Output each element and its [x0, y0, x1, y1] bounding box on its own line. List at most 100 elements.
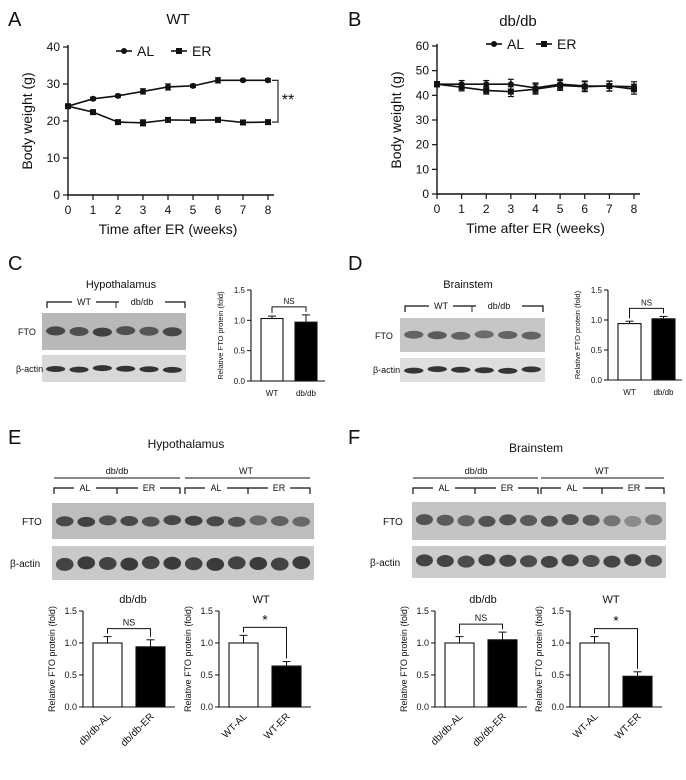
blot-band: [451, 331, 471, 340]
y-tick-label: 0.5: [200, 670, 213, 680]
blot-band: [292, 556, 311, 570]
y-tick-label: 10: [47, 151, 61, 165]
blot-band: [561, 554, 579, 567]
blot-band: [98, 557, 117, 570]
panel-e-band-fto: FTO: [22, 517, 42, 528]
y-tick-label: 1.5: [234, 286, 246, 295]
significance-marker: *: [262, 611, 268, 627]
x-tick-label: 2: [115, 203, 122, 217]
y-tick-label: 0.0: [234, 377, 246, 386]
panel-c-band-fto: FTO: [18, 327, 36, 337]
panel-e-sub-al-1: AL: [79, 483, 90, 493]
blot-band: [645, 554, 663, 567]
panel-letter-c: C: [8, 253, 22, 275]
x-tick-label: db/db: [653, 388, 674, 397]
bar-wt-al: [579, 642, 610, 708]
x-tick-label: WT-AL: [220, 711, 250, 741]
blot-band: [163, 515, 182, 526]
panel-d-band-fto: FTO: [375, 331, 393, 341]
blot-band: [451, 366, 471, 373]
bar-db-db-al: [92, 642, 123, 708]
y-tick-label: 40: [416, 88, 430, 102]
x-tick-label: 7: [240, 203, 247, 217]
panel-f-sub-er-2: ER: [628, 483, 641, 493]
bar-chart-f2: 0.0 0.5 1.0 1.5 Relative FTO protein (fold) W…: [534, 606, 662, 742]
bar-db-db-er: [135, 646, 166, 708]
y-tick-label: 0.0: [551, 702, 564, 712]
blot-band: [427, 366, 447, 373]
legend-marker: [121, 48, 127, 54]
y-tick-label: 0: [422, 187, 429, 201]
blot-band: [162, 366, 182, 373]
y-axis-label: Relative FTO protein (fold): [399, 606, 409, 712]
data-point-er: [90, 109, 96, 116]
panel-letter-f: F: [348, 427, 360, 449]
blot-band: [98, 515, 117, 526]
panel-letter-b: B: [348, 9, 361, 31]
panel-c-group-wt: WT: [77, 297, 91, 307]
blot-band: [624, 554, 642, 567]
panel-c-tissue: Hypothalamus: [86, 279, 157, 291]
blot-band: [55, 516, 74, 527]
panel-e-group-wt: WT: [239, 466, 253, 476]
data-point-er: [483, 87, 490, 94]
y-tick-label: 0.5: [416, 670, 429, 680]
blot-band: [55, 557, 74, 571]
x-tick-label: 5: [190, 203, 197, 217]
blot-band: [499, 554, 517, 567]
line-chart-a: 0 1 2 3 4 5 6 7 8 0 10 20 30 40 Time after ER (weeks) B…: [19, 40, 294, 237]
y-tick-label: 1.5: [200, 606, 213, 616]
y-axis-label: Relative FTO protein (fold): [183, 606, 193, 712]
significance-bracket: [629, 307, 664, 319]
x-axis-label: Time after ER (weeks): [466, 220, 605, 236]
panel-c-group-dbdb: db/db: [131, 297, 154, 307]
y-tick-label: 1.0: [591, 316, 603, 325]
blot-band: [69, 327, 89, 336]
data-point-er: [507, 88, 514, 95]
blot-band: [457, 515, 475, 527]
panel-f-group-wt: WT: [595, 466, 609, 476]
x-tick-label: db/db: [296, 389, 317, 398]
panel-letter-a: A: [8, 9, 22, 31]
data-point-er: [190, 117, 196, 124]
panel-d-group-wt: WT: [434, 301, 448, 311]
bar-wt-al: [228, 642, 259, 708]
x-tick-label: 1: [90, 203, 97, 217]
blot-band: [227, 556, 246, 570]
x-tick-label: 0: [65, 203, 72, 217]
bar-db-db-al: [444, 642, 475, 708]
y-tick-label: 1.0: [64, 638, 77, 648]
x-tick-label: 6: [215, 203, 222, 217]
y-tick-label: 0.0: [591, 376, 603, 385]
x-tick-label: db/db-AL: [429, 711, 466, 748]
y-tick-label: 0.5: [591, 346, 603, 355]
blot-band: [92, 327, 112, 337]
panel-e-chart2-title: WT: [252, 594, 269, 606]
legend-label-er: ER: [192, 43, 211, 59]
y-tick-label: 0.5: [64, 670, 77, 680]
data-point-er: [606, 82, 613, 89]
significance-marker: *: [613, 613, 619, 629]
blot-band: [404, 330, 424, 339]
data-point-er: [215, 116, 221, 123]
blot-band: [270, 557, 289, 571]
x-tick-label: 8: [265, 203, 272, 217]
data-point-er: [532, 86, 539, 93]
x-tick-label: 2: [483, 202, 490, 216]
y-tick-label: 40: [47, 40, 61, 54]
blot-band: [69, 366, 89, 373]
data-point-er: [458, 84, 465, 91]
blot-band: [415, 554, 433, 567]
blot-band: [139, 366, 159, 373]
bar-wt-er: [622, 675, 653, 708]
data-point-er: [140, 119, 146, 126]
x-tick-label: 5: [557, 202, 564, 216]
blot-band: [163, 556, 182, 570]
data-point-al: [240, 77, 246, 84]
panel-f-tissue: Brainstem: [509, 441, 563, 455]
panel-d-blot: WT db/db FTO β-actin: [373, 300, 545, 382]
blot-band: [427, 331, 447, 340]
y-tick-label: 60: [416, 39, 430, 53]
blot-band: [249, 557, 268, 570]
blot-band: [498, 367, 518, 374]
